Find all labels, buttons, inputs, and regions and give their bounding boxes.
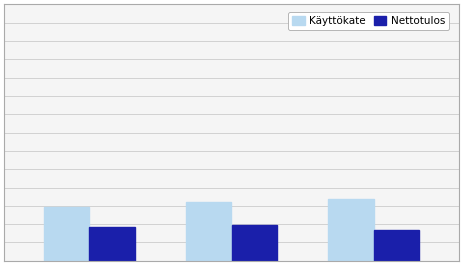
Bar [374,230,419,261]
Bar [186,202,232,261]
Bar [44,207,89,261]
Bar [232,225,277,261]
Legend: Käyttökate, Nettotulos: Käyttökate, Nettotulos [288,12,449,30]
Bar [89,227,135,261]
Bar [328,199,374,261]
